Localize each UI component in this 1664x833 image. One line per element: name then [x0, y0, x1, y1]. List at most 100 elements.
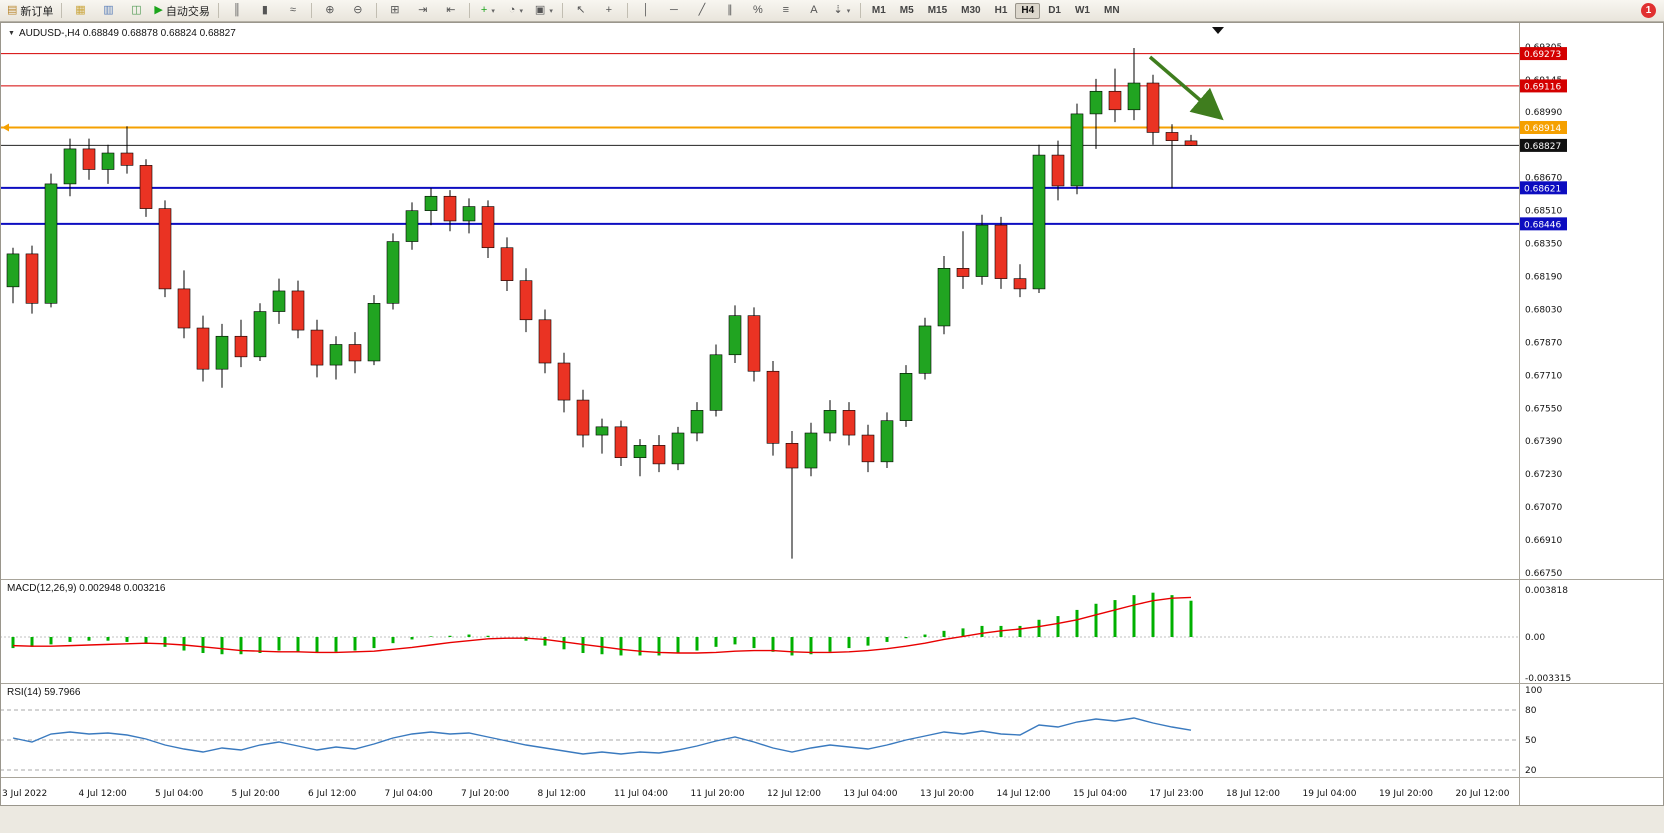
chart-title: ▼ AUDUSD-,H4 0.68849 0.68878 0.68824 0.6…	[8, 28, 236, 39]
candle	[842, 410, 856, 436]
timeframe-m1-button[interactable]: M1	[871, 4, 886, 16]
tile-windows-button[interactable]: ⊞	[381, 1, 409, 21]
candle	[1013, 278, 1027, 290]
indicators-button[interactable]: + ▾	[474, 1, 502, 21]
periods-button[interactable]: ◔ ▾	[502, 1, 530, 21]
candle	[1127, 82, 1141, 111]
crosshair-button[interactable]: +	[595, 1, 623, 21]
chart-shift-button[interactable]: ⇤	[437, 1, 465, 21]
time-tick: 19 Jul 20:00	[1379, 789, 1433, 799]
candle	[386, 241, 400, 304]
candle	[272, 290, 286, 312]
time-tick: 4 Jul 12:00	[79, 789, 128, 799]
candle	[785, 443, 799, 469]
autotrade-button[interactable]: ▶ 自动交易	[150, 1, 213, 21]
cursor-button[interactable]: ↖	[567, 1, 595, 21]
timeframe-w1-button[interactable]: W1	[1074, 4, 1090, 16]
candle	[196, 327, 210, 370]
candle	[747, 315, 761, 372]
timeframe-mn-button[interactable]: MN	[1103, 4, 1120, 16]
trendline-button[interactable]: ╱	[688, 1, 716, 21]
new-order-icon: ▤	[7, 4, 18, 16]
autotrade-icon: ▶	[154, 4, 163, 16]
time-tick: 7 Jul 20:00	[461, 789, 510, 799]
candle	[1184, 140, 1198, 146]
arrow-tools-button[interactable]: ⇣ ▾	[828, 1, 856, 21]
market-watch-button[interactable]: ▦	[66, 1, 94, 21]
price-badge-label: 0.68446	[1524, 220, 1561, 230]
candle	[614, 426, 628, 459]
price-badge	[1520, 181, 1567, 195]
auto-scroll-button[interactable]: ⇥	[409, 1, 437, 21]
candle	[937, 268, 951, 327]
price-tick: 0.68670	[1525, 174, 1562, 184]
candle	[348, 344, 362, 362]
zoom-out-button[interactable]: ⊖	[344, 1, 372, 21]
timeframe-m15-button[interactable]: M15	[927, 4, 948, 16]
price-badge-label: 0.68621	[1524, 184, 1561, 194]
timeframe-h4-button[interactable]: H4	[1015, 2, 1041, 19]
arrow-tools-icon: ⇣	[833, 4, 843, 16]
price-tick: 0.67390	[1525, 437, 1562, 447]
rsi-line	[12, 717, 1192, 755]
candle	[519, 280, 533, 321]
chart-shift-marker-icon[interactable]	[1212, 27, 1224, 34]
candle	[671, 432, 685, 465]
equidistant-channel-icon: ∥	[727, 4, 733, 16]
bar-chart-button[interactable]: ║	[223, 1, 251, 21]
chart-canvas[interactable]: 0.693050.691450.689900.688300.686700.685…	[0, 22, 1664, 833]
candle	[120, 152, 134, 166]
symbol-dropdown-icon[interactable]: ▼	[8, 30, 15, 37]
timeframe-h1-button[interactable]: H1	[994, 4, 1008, 16]
time-tick: 17 Jul 23:00	[1150, 789, 1204, 799]
vertical-line-button[interactable]: │	[632, 1, 660, 21]
market-watch-icon: ▦	[75, 4, 86, 16]
candle	[500, 247, 514, 281]
notification-badge[interactable]: 1	[1641, 3, 1656, 18]
candle	[63, 148, 77, 185]
chevron-down-icon: ▾	[549, 7, 553, 15]
price-tick: 0.68030	[1525, 305, 1562, 315]
toolbar-separator	[61, 3, 63, 18]
macd-series	[11, 592, 1193, 656]
zoom-in-button[interactable]: ⊕	[316, 1, 344, 21]
shapes-icon: ≡	[782, 4, 790, 16]
candle	[538, 319, 552, 364]
candle	[956, 268, 970, 277]
shapes-button[interactable]: ≡	[772, 1, 800, 21]
chart-shift-icon: ⇤	[446, 4, 456, 16]
rsi-tick: 100	[1525, 686, 1542, 696]
candle	[367, 303, 381, 362]
tile-windows-icon: ⊞	[390, 4, 400, 16]
candlestick-chart-icon: ▮	[261, 4, 268, 16]
candle	[709, 354, 723, 411]
candlestick-series	[6, 48, 1198, 559]
candle	[215, 335, 229, 370]
price-tick: 0.68190	[1525, 273, 1562, 283]
timeframe-m5-button[interactable]: M5	[899, 4, 914, 16]
rsi-tick: 20	[1525, 766, 1537, 776]
candle	[804, 432, 818, 469]
equidistant-channel-button[interactable]: ∥	[716, 1, 744, 21]
candle	[310, 329, 324, 366]
candle	[177, 288, 191, 329]
timeframe-d1-button[interactable]: D1	[1048, 4, 1061, 16]
text-button[interactable]: A	[800, 1, 828, 21]
fibonacci-button[interactable]: %	[744, 1, 772, 21]
time-tick: 7 Jul 04:00	[385, 789, 434, 799]
trend-arrow[interactable]	[1148, 55, 1224, 121]
navigator-button[interactable]: ◫	[122, 1, 150, 21]
crosshair-icon: +	[605, 4, 613, 16]
horizontal-line-button[interactable]: ─	[660, 1, 688, 21]
templates-button[interactable]: ▣ ▾	[530, 1, 558, 21]
vertical-line-icon: │	[642, 4, 650, 16]
candle	[1032, 154, 1046, 290]
candle	[443, 195, 457, 222]
timeframe-m30-button[interactable]: M30	[961, 4, 981, 16]
line-chart-button[interactable]: ≈	[279, 1, 307, 21]
candlestick-chart-button[interactable]: ▮	[251, 1, 279, 21]
candle	[25, 253, 39, 304]
macd-tick: 0.003818	[1525, 586, 1568, 596]
data-window-button[interactable]: ▥	[94, 1, 122, 21]
new-order-button[interactable]: ▤ 新订单	[3, 1, 57, 21]
